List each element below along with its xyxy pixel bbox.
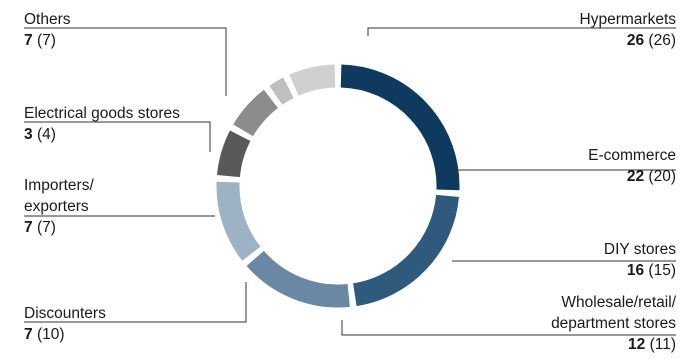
segment-label-7: Others 7 (7) [24,11,71,49]
current-value: 16 [627,262,645,279]
donut-segment-6 [269,77,294,105]
prior-value: (15) [648,262,676,279]
label-name: Importers/ [24,177,94,194]
leader-line-3 [341,320,676,336]
current-value: 3 [24,126,33,143]
label-values: 12 (11) [628,336,676,353]
label-values: 7 (10) [24,326,65,343]
segment-label-1: E-commerce 22 (20) [588,147,676,185]
segment-label-0: Hypermarkets 26 (26) [580,11,677,49]
label-name: E-commerce [588,147,676,164]
segment-label-6: Electrical goods stores 3 (4) [24,105,180,143]
label-name: department stores [551,315,676,332]
segment-label-3: Wholesale/retail/department stores 12 (11… [551,294,677,353]
label-values: 7 (7) [24,32,56,49]
segment-labels: Hypermarkets 26 (26) E-commerce 22 (20) DIY … [24,11,677,353]
label-name: DIY stores [604,241,676,258]
label-values: 3 (4) [24,126,56,143]
prior-value: (26) [648,32,676,49]
prior-value: (11) [650,336,676,353]
prior-value: (7) [37,32,56,49]
current-value: 26 [627,32,645,49]
label-values: 16 (15) [627,262,676,279]
donut-segment-7 [289,64,336,96]
prior-value: (4) [37,126,56,143]
segment-label-4: Discounters 7 (10) [24,305,106,343]
label-name: Electrical goods stores [24,105,180,122]
current-value: 12 [628,336,645,353]
label-name: exporters [24,198,89,215]
donut-segment-1 [352,194,459,307]
donut-segment-4 [217,130,251,178]
label-values: 26 (26) [627,32,676,49]
leader-line-7 [24,27,227,96]
prior-value: (20) [648,168,676,185]
current-value: 7 [24,32,33,49]
label-name: Others [24,11,71,28]
label-values: 7 (7) [24,219,56,236]
label-name: Wholesale/retail/ [561,294,676,311]
label-name: Discounters [24,305,106,322]
prior-value: (10) [37,326,65,343]
current-value: 7 [24,219,33,236]
leader-lines [24,27,676,336]
donut-segment-2 [246,250,350,308]
segment-label-5: Importers/exporters 7 (7) [24,177,94,236]
segment-label-2: DIY stores 16 (15) [604,241,676,279]
donut-segment-5 [233,89,279,137]
label-name: Hypermarkets [580,11,677,28]
donut-segment-3 [216,181,261,261]
donut-segments [216,64,460,308]
leader-line-4 [24,282,247,323]
prior-value: (7) [37,219,56,236]
current-value: 22 [627,168,644,185]
leader-line-6 [24,121,211,152]
label-values: 22 (20) [627,168,676,185]
donut-segment-0 [340,64,460,191]
leader-line-0 [367,27,676,36]
current-value: 7 [24,326,33,343]
